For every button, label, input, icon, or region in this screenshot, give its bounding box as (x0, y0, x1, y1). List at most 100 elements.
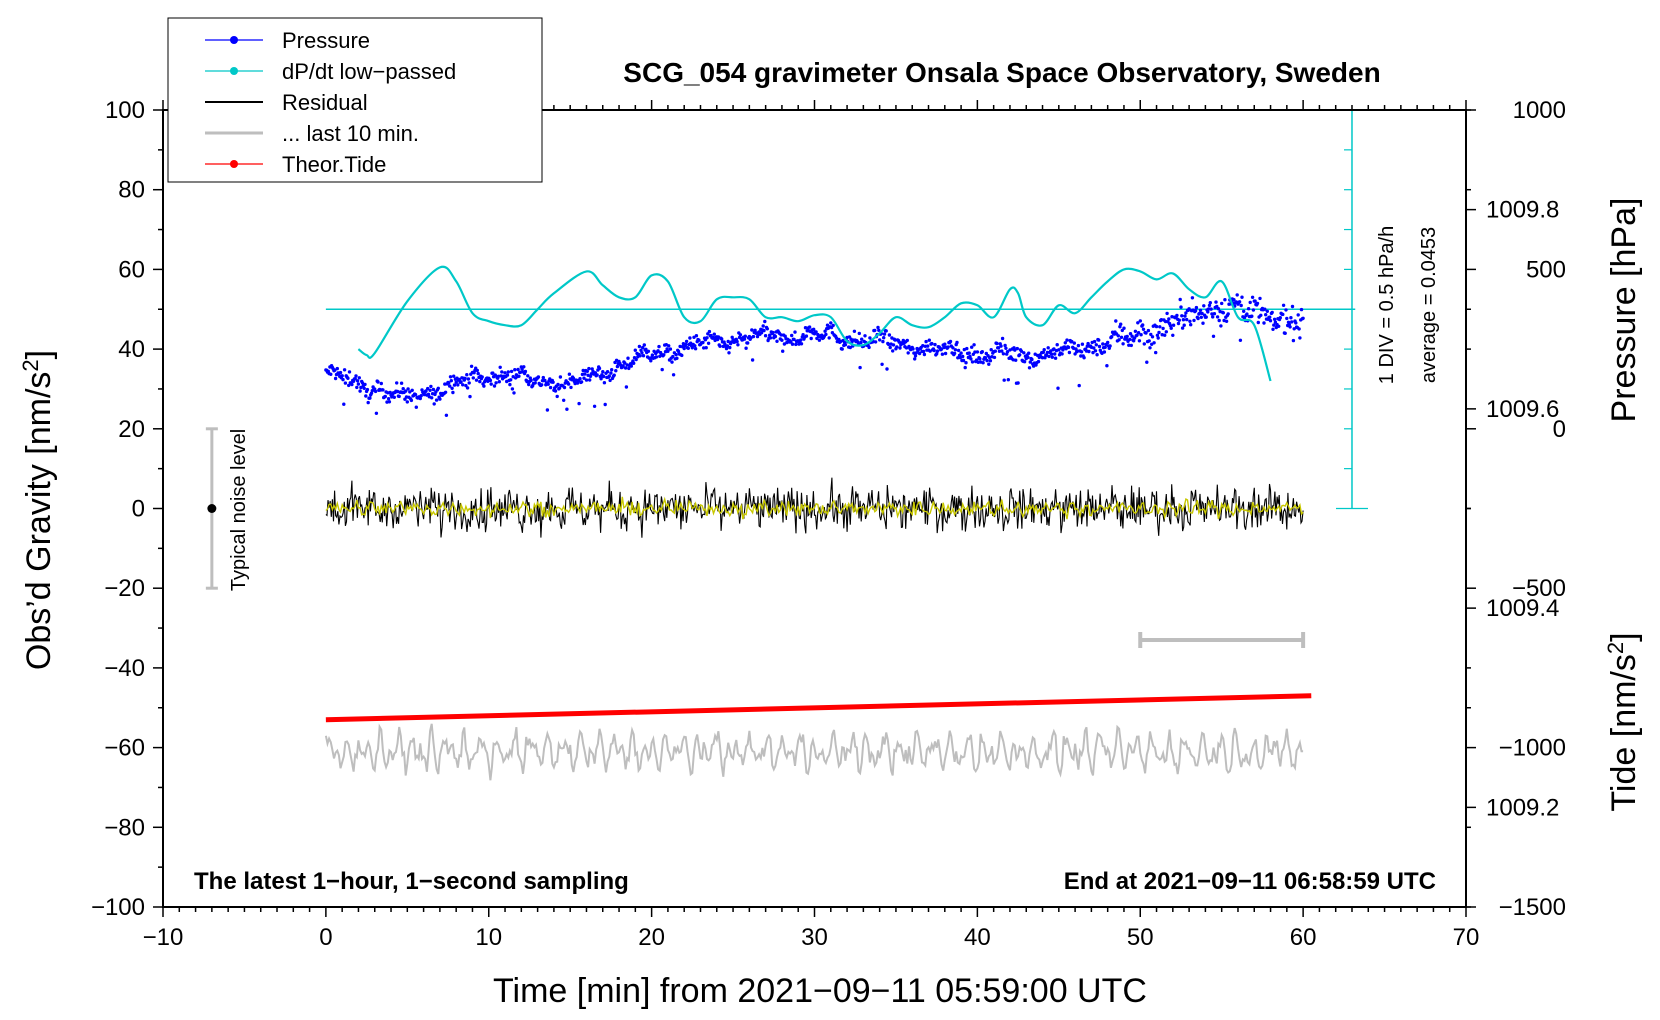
pressure-point (1066, 345, 1071, 350)
pressure-point (1022, 351, 1026, 355)
pressure-point (1019, 349, 1024, 353)
pressure-point (1238, 338, 1243, 342)
pressure-point (824, 332, 828, 337)
pressure-point (1119, 322, 1123, 326)
pressure-point (667, 344, 671, 348)
pressure-point (545, 408, 550, 412)
pressure-point (1027, 366, 1032, 370)
pressure-point (1180, 326, 1185, 330)
pressure-point (599, 377, 603, 381)
pressure-point (970, 360, 975, 364)
pressure-point (888, 345, 892, 350)
pressure-point (763, 334, 768, 338)
pressure-point (1226, 312, 1230, 316)
pressure-point (1299, 307, 1304, 312)
pressure-point (399, 381, 404, 385)
pressure-point (882, 336, 886, 340)
pressure-point (690, 346, 694, 350)
pressure-point (1097, 344, 1102, 349)
pressure-point (809, 336, 813, 341)
pressure-point (355, 385, 359, 390)
pressure-point (432, 402, 436, 406)
pressure-point (1207, 303, 1212, 308)
tide-tick-label: 500 (1526, 256, 1566, 283)
pressure-point (1065, 338, 1069, 342)
pressure-point (921, 349, 926, 354)
pressure-point (1270, 310, 1274, 315)
legend-marker (230, 36, 238, 44)
pressure-point (961, 354, 965, 359)
pressure-point (666, 349, 670, 353)
pressure-point (569, 385, 573, 390)
pressure-point (476, 371, 480, 376)
pressure-point (356, 382, 361, 386)
pressure-point (1167, 317, 1171, 321)
pressure-point (461, 383, 465, 387)
pressure-point (792, 337, 796, 342)
pressure-point (329, 372, 333, 376)
pressure-point (1056, 386, 1060, 390)
pressure-point (959, 351, 963, 355)
pressure-point (1101, 342, 1105, 346)
pressure-point (1049, 352, 1054, 356)
pressure-point (1028, 360, 1033, 364)
pressure-point (578, 377, 582, 381)
pressure-point (629, 364, 633, 368)
pressure-point (989, 348, 993, 352)
pressure-point (857, 331, 861, 336)
pressure-point (983, 356, 988, 360)
pressure-point (1030, 357, 1034, 362)
pressure-point (852, 329, 857, 333)
pressure-point (1057, 348, 1061, 352)
residual-lowpassed-line (325, 496, 1304, 520)
pressure-point (704, 346, 708, 350)
pressure-point (609, 371, 613, 375)
pressure-point (1013, 348, 1017, 352)
pressure-point (913, 354, 918, 358)
pressure-point (1091, 350, 1095, 355)
pressure-point (509, 369, 514, 374)
y-tick-label-left: 60 (118, 256, 145, 283)
pressure-point (623, 361, 627, 365)
pressure-point (603, 402, 607, 407)
pressure-point (1092, 339, 1097, 344)
pressure-point (1136, 331, 1141, 335)
pressure-point (1188, 319, 1192, 323)
pressure-point (744, 346, 748, 350)
pressure-point (503, 371, 507, 375)
pressure-point (953, 348, 958, 352)
pressure-point (1011, 358, 1015, 362)
pressure-point (430, 396, 434, 400)
pressure-point (369, 391, 374, 395)
pressure-point (1211, 315, 1215, 319)
pressure-point (1027, 351, 1031, 355)
pressure-point (424, 389, 428, 393)
pressure-point (627, 366, 631, 371)
pressure-tick-label: 1009.4 (1486, 595, 1559, 622)
pressure-point (939, 347, 944, 351)
pressure-point (867, 345, 871, 350)
pressure-point (1156, 336, 1160, 340)
pressure-point (577, 401, 581, 406)
pressure-point (646, 349, 651, 353)
pressure-point (362, 386, 366, 390)
pressure-point (829, 321, 833, 325)
pressure-point (707, 329, 712, 334)
pressure-point (583, 372, 587, 376)
pressure-point (562, 398, 566, 402)
pressure-point (993, 349, 997, 353)
pressure-point (429, 384, 433, 389)
pressure-point (1178, 297, 1182, 302)
pressure-point (1055, 343, 1059, 347)
pressure-point (567, 372, 572, 376)
pressure-point (694, 334, 699, 338)
pressure-point (492, 384, 497, 388)
pressure-point (1154, 350, 1158, 355)
pressure-point (676, 349, 681, 354)
pressure-point (858, 365, 862, 370)
pressure-point (641, 345, 645, 350)
pressure-point (383, 394, 387, 399)
pressure-point (1284, 308, 1288, 312)
last10min-series-line (324, 723, 1304, 781)
